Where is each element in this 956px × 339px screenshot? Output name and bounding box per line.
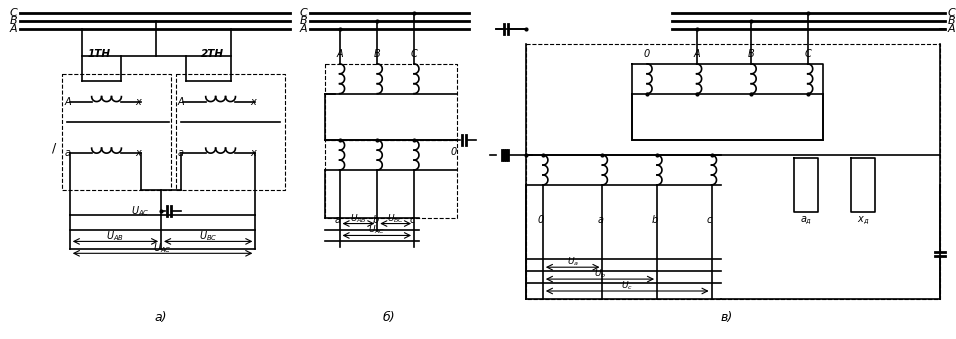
Text: A: A (299, 24, 307, 34)
Text: 0: 0 (644, 49, 650, 59)
Text: а: а (178, 148, 184, 158)
Text: A: A (10, 24, 17, 34)
Text: 0: 0 (450, 147, 457, 157)
Text: 0: 0 (538, 215, 544, 225)
Text: A: A (337, 49, 343, 59)
Text: B: B (748, 49, 754, 59)
Text: 1ТН: 1ТН (87, 49, 110, 59)
Text: в): в) (720, 311, 732, 324)
Text: б): б) (383, 311, 396, 324)
Text: B: B (10, 16, 17, 26)
Text: x: x (136, 97, 141, 106)
Text: $U_{AB}$: $U_{AB}$ (350, 212, 367, 224)
Text: C: C (299, 8, 307, 18)
Text: A: A (178, 97, 185, 106)
Text: а: а (598, 215, 603, 225)
Text: $x_д$: $x_д$ (858, 215, 869, 227)
Text: C: C (804, 49, 811, 59)
Text: b: b (372, 215, 379, 225)
Text: а: а (335, 215, 340, 225)
Text: x: x (250, 97, 256, 106)
Text: х: х (250, 148, 256, 158)
Text: A: A (693, 49, 700, 59)
Text: C: C (947, 8, 955, 18)
Text: а: а (65, 148, 71, 158)
Text: $U_{BC}$: $U_{BC}$ (387, 212, 404, 224)
Text: $a_д$: $a_д$ (799, 215, 812, 227)
Text: B: B (374, 49, 380, 59)
Text: $U_а$: $U_а$ (567, 256, 578, 268)
Text: х: х (136, 148, 141, 158)
Text: C: C (10, 8, 17, 18)
Text: $U_с$: $U_с$ (621, 279, 633, 292)
Text: с: с (409, 215, 415, 225)
Text: C: C (411, 49, 418, 59)
Text: а): а) (155, 311, 167, 324)
Text: A: A (947, 24, 955, 34)
Text: $U_{AC}$: $U_{AC}$ (368, 224, 385, 236)
Text: $U_{AC}$: $U_{AC}$ (131, 204, 149, 218)
Text: A: A (65, 97, 71, 106)
Text: $U_{AC}$: $U_{AC}$ (153, 241, 172, 255)
Text: с: с (706, 215, 712, 225)
Text: 2ТН: 2ТН (201, 49, 224, 59)
Text: $U_{BC}$: $U_{BC}$ (199, 230, 217, 243)
Text: $U_b$: $U_b$ (594, 267, 606, 280)
Text: /: / (52, 142, 56, 155)
Text: $U_{AB}$: $U_{AB}$ (106, 230, 124, 243)
Text: B: B (947, 16, 955, 26)
Text: b: b (652, 215, 658, 225)
Text: B: B (299, 16, 307, 26)
